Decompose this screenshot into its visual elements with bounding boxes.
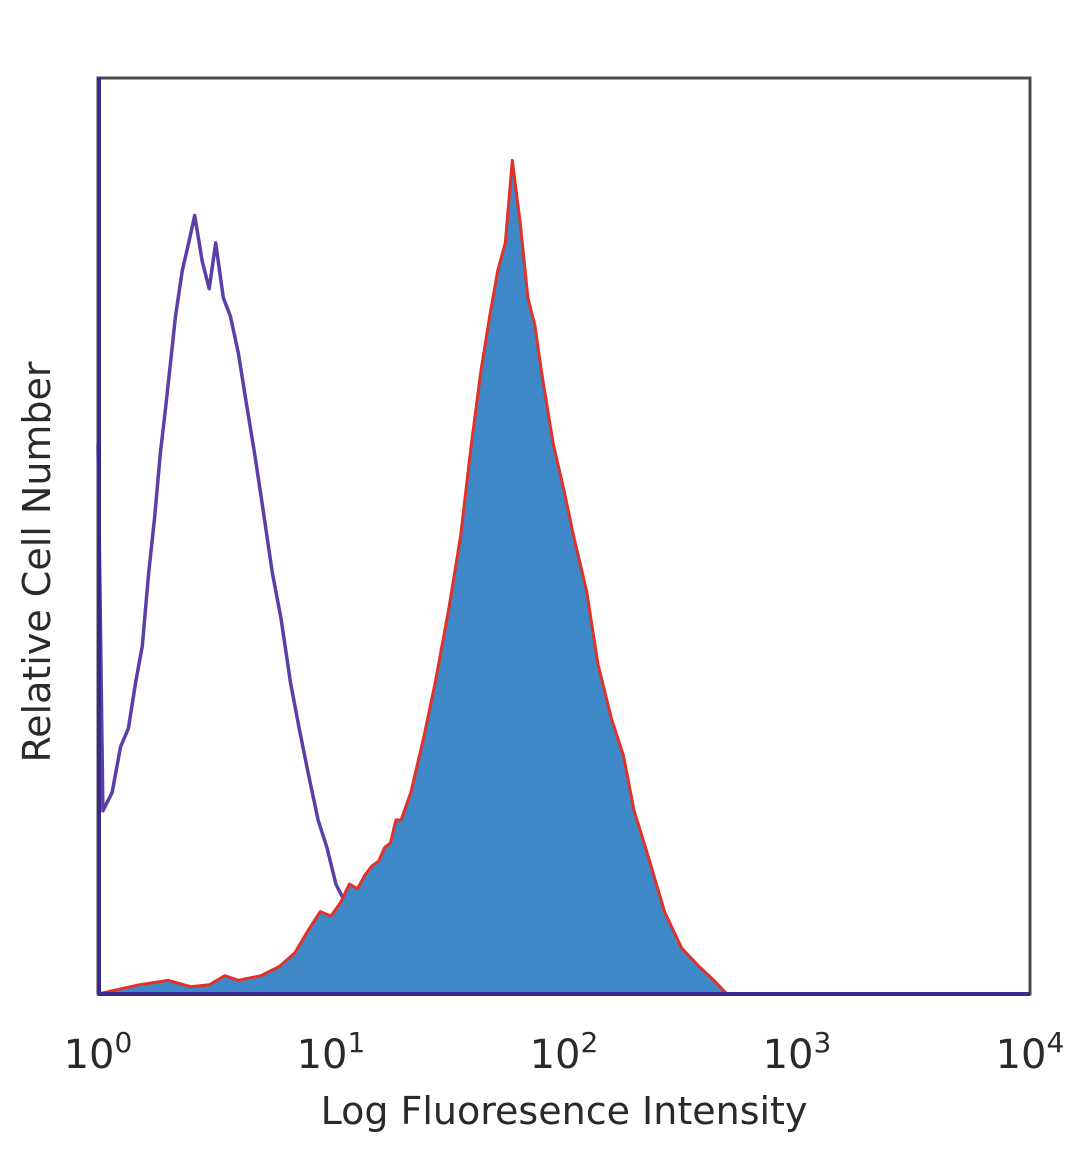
x-tick-label: 104: [996, 1026, 1065, 1078]
x-tick-label: 100: [64, 1026, 133, 1078]
x-tick-label: 102: [530, 1026, 599, 1078]
x-axis-title: Log Fluoresence Intensity: [321, 1089, 808, 1133]
y-axis-title: Relative Cell Number: [15, 361, 59, 762]
series-layer: [96, 158, 729, 996]
series-1-area: [96, 158, 729, 996]
x-tick-labels: 100 101 102 103 104: [64, 1026, 1065, 1078]
x-tick-label: 101: [297, 1026, 366, 1078]
x-tick-label: 103: [763, 1026, 832, 1078]
